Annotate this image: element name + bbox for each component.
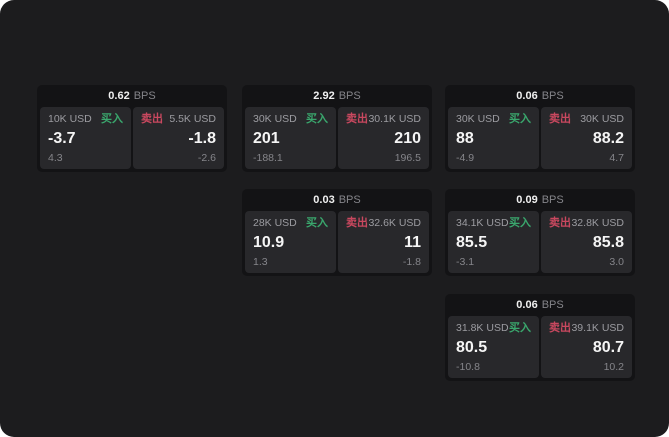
- buy-price: 88: [456, 129, 474, 147]
- buy-side-label: 买入: [101, 113, 123, 125]
- card-header: 0.03 BPS: [242, 189, 432, 211]
- buy-side-label: 买入: [306, 217, 328, 229]
- bps-unit-label: BPS: [541, 298, 564, 311]
- buy-side-label: 买入: [509, 113, 531, 125]
- sell-price: -1.8: [188, 129, 216, 147]
- bps-value: 0.06: [516, 298, 538, 311]
- bps-unit-label: BPS: [541, 89, 564, 102]
- quote-card: 0.09 BPS 34.1K USD 买入 85.5 -3.1 卖出 32.8K…: [445, 189, 635, 276]
- buy-change: 1.3: [253, 255, 268, 268]
- quote-card: 0.06 BPS 31.8K USD 买入 80.5 -10.8 卖出 39.1…: [445, 294, 635, 381]
- quote-panels: 30K USD 买入 88 -4.9 卖出 30K USD 88.2 4.7: [445, 107, 635, 172]
- bps-unit-label: BPS: [338, 193, 361, 206]
- buy-change: -4.9: [456, 151, 475, 164]
- buy-amount: 31.8K USD: [456, 322, 509, 335]
- sell-change: -2.6: [197, 151, 216, 164]
- quote-card: 0.03 BPS 28K USD 买入 10.9 1.3 卖出 32.6K US…: [242, 189, 432, 276]
- buy-panel[interactable]: 10K USD 买入 -3.7 4.3: [40, 107, 131, 169]
- sell-panel[interactable]: 卖出 39.1K USD 80.7 10.2: [541, 316, 632, 378]
- sell-amount: 5.5K USD: [169, 113, 216, 126]
- buy-side-label: 买入: [509, 217, 531, 229]
- buy-price: 201: [253, 129, 280, 147]
- buy-price: 85.5: [456, 233, 488, 251]
- sell-price: 11: [404, 233, 421, 251]
- sell-change: 4.7: [609, 151, 624, 164]
- sell-amount: 39.1K USD: [571, 322, 624, 335]
- buy-amount: 10K USD: [48, 113, 92, 126]
- buy-side-label: 买入: [306, 113, 328, 125]
- sell-panel[interactable]: 卖出 30K USD 88.2 4.7: [541, 107, 632, 169]
- sell-price: 85.8: [592, 233, 624, 251]
- buy-change: -3.1: [456, 255, 475, 268]
- buy-side-label: 买入: [509, 322, 531, 334]
- buy-amount: 30K USD: [456, 113, 500, 126]
- buy-price: 80.5: [456, 338, 488, 356]
- sell-change: 3.0: [609, 255, 624, 268]
- buy-price: -3.7: [48, 129, 76, 147]
- bps-unit-label: BPS: [338, 89, 361, 102]
- sell-side-label: 卖出: [549, 322, 571, 334]
- sell-panel[interactable]: 卖出 32.6K USD 11 -1.8: [338, 211, 429, 273]
- quote-card: 0.62 BPS 10K USD 买入 -3.7 4.3 卖出 5.5K USD…: [37, 85, 227, 172]
- bps-unit-label: BPS: [133, 89, 156, 102]
- quote-card: 2.92 BPS 30K USD 买入 201 -188.1 卖出 30.1K …: [242, 85, 432, 172]
- quote-card: 0.06 BPS 30K USD 买入 88 -4.9 卖出 30K USD 8…: [445, 85, 635, 172]
- buy-panel[interactable]: 34.1K USD 买入 85.5 -3.1: [448, 211, 539, 273]
- buy-change: -10.8: [456, 360, 480, 373]
- quote-panels: 10K USD 买入 -3.7 4.3 卖出 5.5K USD -1.8 -2.…: [37, 107, 227, 172]
- buy-change: -188.1: [253, 151, 283, 164]
- sell-side-label: 卖出: [549, 113, 571, 125]
- quote-panels: 31.8K USD 买入 80.5 -10.8 卖出 39.1K USD 80.…: [445, 316, 635, 381]
- quote-panels: 28K USD 买入 10.9 1.3 卖出 32.6K USD 11 -1.8: [242, 211, 432, 276]
- sell-change: 196.5: [394, 151, 421, 164]
- sell-side-label: 卖出: [346, 217, 368, 229]
- sell-panel[interactable]: 卖出 32.8K USD 85.8 3.0: [541, 211, 632, 273]
- buy-change: 4.3: [48, 151, 63, 164]
- sell-price: 210: [394, 129, 421, 147]
- quote-panels: 30K USD 买入 201 -188.1 卖出 30.1K USD 210 1…: [242, 107, 432, 172]
- bps-value: 2.92: [313, 89, 335, 102]
- sell-side-label: 卖出: [346, 113, 368, 125]
- bps-unit-label: BPS: [541, 193, 564, 206]
- buy-panel[interactable]: 30K USD 买入 201 -188.1: [245, 107, 336, 169]
- sell-amount: 30K USD: [580, 113, 624, 126]
- sell-side-label: 卖出: [549, 217, 571, 229]
- sell-amount: 32.6K USD: [368, 217, 421, 230]
- buy-amount: 30K USD: [253, 113, 297, 126]
- sell-price: 80.7: [592, 338, 624, 356]
- quote-panels: 34.1K USD 买入 85.5 -3.1 卖出 32.8K USD 85.8…: [445, 211, 635, 276]
- card-header: 0.06 BPS: [445, 294, 635, 316]
- buy-amount: 34.1K USD: [456, 217, 509, 230]
- buy-panel[interactable]: 30K USD 买入 88 -4.9: [448, 107, 539, 169]
- card-header: 2.92 BPS: [242, 85, 432, 107]
- sell-amount: 32.8K USD: [571, 217, 624, 230]
- bps-value: 0.06: [516, 89, 538, 102]
- buy-amount: 28K USD: [253, 217, 297, 230]
- bps-value: 0.62: [108, 89, 130, 102]
- sell-price: 88.2: [592, 129, 624, 147]
- buy-price: 10.9: [253, 233, 285, 251]
- sell-panel[interactable]: 卖出 5.5K USD -1.8 -2.6: [133, 107, 224, 169]
- sell-change: -1.8: [402, 255, 421, 268]
- card-header: 0.62 BPS: [37, 85, 227, 107]
- sell-side-label: 卖出: [141, 113, 163, 125]
- sell-change: 10.2: [603, 360, 624, 373]
- card-header: 0.06 BPS: [445, 85, 635, 107]
- card-header: 0.09 BPS: [445, 189, 635, 211]
- bps-value: 0.03: [313, 193, 335, 206]
- bps-value: 0.09: [516, 193, 538, 206]
- buy-panel[interactable]: 28K USD 买入 10.9 1.3: [245, 211, 336, 273]
- buy-panel[interactable]: 31.8K USD 买入 80.5 -10.8: [448, 316, 539, 378]
- sell-panel[interactable]: 卖出 30.1K USD 210 196.5: [338, 107, 429, 169]
- sell-amount: 30.1K USD: [368, 113, 421, 126]
